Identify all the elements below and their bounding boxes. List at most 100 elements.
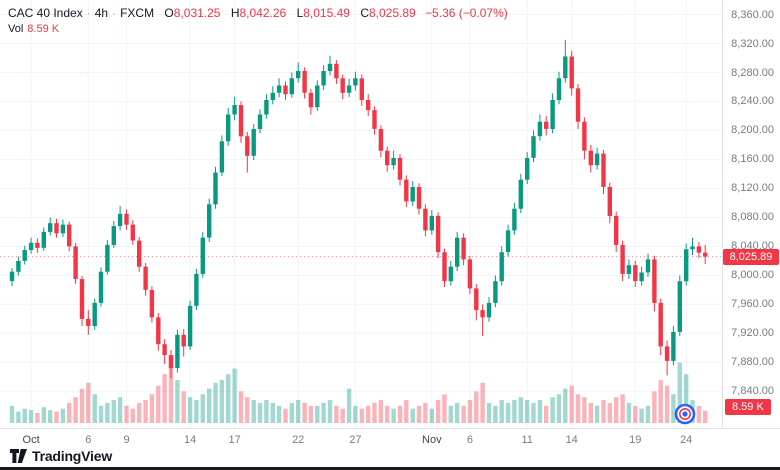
candle-body bbox=[626, 265, 632, 274]
candle-body bbox=[537, 121, 543, 137]
volume-bar bbox=[270, 402, 275, 423]
volume-bar bbox=[537, 400, 543, 423]
symbol-name[interactable]: CAC 40 Index bbox=[8, 6, 83, 20]
candle-body bbox=[35, 242, 40, 248]
volume-bar bbox=[505, 402, 511, 423]
tradingview-logo[interactable]: TradingView bbox=[10, 448, 112, 464]
time-axis-label: 22 bbox=[292, 434, 305, 446]
volume-bar bbox=[556, 394, 562, 423]
volume-bar bbox=[35, 413, 40, 423]
exchange-label[interactable]: FXCM bbox=[120, 6, 155, 20]
volume-bar bbox=[302, 402, 307, 423]
candle-body bbox=[353, 78, 358, 86]
open-label: O bbox=[164, 6, 174, 20]
volume-bar bbox=[73, 397, 78, 423]
volume-bar bbox=[359, 408, 364, 423]
candle-body bbox=[92, 302, 97, 327]
volume-bar bbox=[67, 402, 72, 423]
volume-bar bbox=[162, 374, 167, 423]
candle-body bbox=[493, 281, 498, 303]
volume-bar bbox=[385, 405, 390, 423]
volume-bar bbox=[442, 394, 447, 423]
candle-body bbox=[334, 63, 339, 79]
volume-bar bbox=[226, 374, 231, 423]
volume-bar bbox=[41, 407, 46, 423]
volume-bar bbox=[467, 400, 473, 423]
candle-body bbox=[467, 259, 473, 289]
candle-body bbox=[423, 208, 428, 231]
volume-bar bbox=[512, 400, 517, 423]
volume-bar bbox=[563, 388, 568, 423]
candle-body bbox=[54, 223, 59, 234]
candle-body bbox=[664, 346, 670, 361]
candle-body bbox=[639, 272, 644, 282]
price-axis-label: 8,360.00 bbox=[731, 8, 774, 21]
candle-body bbox=[607, 187, 612, 216]
volume-bar bbox=[601, 400, 606, 423]
tradingview-logo-icon bbox=[10, 449, 27, 463]
volume-bar bbox=[550, 397, 555, 423]
time-axis[interactable]: Oct 6 9 14 17 22 27 Nov 6 11 14 19 24 bbox=[0, 428, 780, 452]
candle-body bbox=[703, 252, 708, 257]
low-label: L bbox=[296, 6, 304, 20]
volume-bar bbox=[168, 357, 174, 423]
candle-body bbox=[327, 63, 333, 71]
time-axis-label: 6 bbox=[85, 434, 92, 446]
candle-body bbox=[117, 213, 123, 227]
volume-bar bbox=[54, 411, 59, 423]
volume-bar bbox=[238, 391, 244, 423]
volume-bar bbox=[684, 374, 689, 423]
candle-body bbox=[245, 136, 250, 156]
candle-body bbox=[16, 260, 21, 272]
candle-body bbox=[9, 271, 15, 282]
candle-body bbox=[321, 71, 326, 86]
volume-bar bbox=[696, 405, 702, 423]
candle-body bbox=[410, 187, 415, 202]
candle-body bbox=[531, 136, 536, 158]
time-axis-label: 9 bbox=[123, 434, 130, 446]
candle-body bbox=[156, 317, 161, 345]
price-axis[interactable]: 8,360.00 8,320.00 8,280.00 8,240.00 8,200.00… bbox=[722, 0, 780, 428]
volume-bar bbox=[645, 405, 651, 423]
close-value: 8,025.89 bbox=[368, 6, 416, 20]
record-indicator-icon[interactable] bbox=[674, 403, 696, 425]
candle-body bbox=[658, 302, 663, 347]
candle-body bbox=[448, 266, 453, 282]
price-axis-label: 8,000.00 bbox=[731, 269, 774, 282]
candle-body bbox=[289, 78, 294, 95]
candle-body bbox=[86, 318, 91, 326]
candle-body bbox=[416, 187, 422, 209]
volume-bar bbox=[124, 405, 129, 423]
volume-bar bbox=[499, 400, 504, 423]
volume-label: Vol bbox=[8, 23, 24, 35]
volume-bar bbox=[582, 397, 587, 423]
volume-bar bbox=[429, 408, 434, 423]
candle-body bbox=[512, 208, 517, 231]
volume-bar bbox=[423, 402, 428, 423]
volume-bar bbox=[639, 408, 644, 423]
volume-bar bbox=[525, 400, 530, 423]
volume-bar bbox=[86, 382, 91, 423]
volume-bar bbox=[117, 397, 123, 423]
candle-body bbox=[111, 226, 116, 245]
volume-bar bbox=[569, 385, 574, 423]
candle-body bbox=[563, 56, 568, 79]
volume-bar bbox=[677, 362, 682, 423]
volume-bar bbox=[480, 382, 485, 423]
volume-bar bbox=[461, 405, 466, 423]
volume-bar bbox=[232, 368, 237, 423]
volume-bar bbox=[455, 402, 460, 423]
volume-bar bbox=[289, 402, 294, 423]
change-value: −5.36 (−0.07%) bbox=[425, 6, 508, 20]
candle-body bbox=[187, 305, 193, 347]
candle-body bbox=[404, 179, 409, 202]
candle-body bbox=[98, 271, 104, 303]
volume-bar bbox=[544, 405, 549, 423]
price-axis-label: 8,160.00 bbox=[731, 153, 774, 166]
candle-body bbox=[435, 215, 441, 253]
candle-body bbox=[283, 85, 288, 95]
volume-bar bbox=[410, 408, 415, 423]
interval-label[interactable]: 4h bbox=[94, 6, 109, 20]
candle-body bbox=[105, 244, 110, 272]
